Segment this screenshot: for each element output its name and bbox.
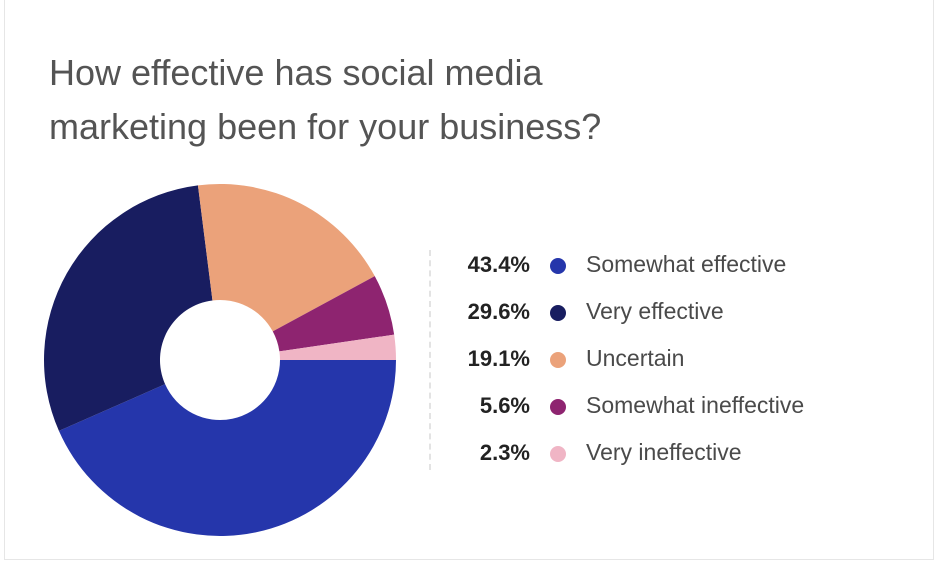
legend-percentage: 5.6%: [479, 393, 530, 418]
chart-title-line-1: How effective has social media: [49, 52, 543, 93]
legend-percentage: 2.3%: [479, 440, 530, 465]
legend-divider: [429, 250, 431, 470]
legend-label: Somewhat ineffective: [586, 392, 805, 418]
legend-swatch: [550, 258, 566, 274]
legend-swatch: [550, 352, 566, 368]
legend-percentage: 29.6%: [467, 299, 530, 324]
donut-chart: [44, 184, 397, 536]
chart-title: How effective has social media marketing…: [49, 46, 669, 154]
legend-swatch: [550, 305, 566, 321]
donut-slice-somewhat-effective: [58, 360, 397, 536]
legend-label: Very ineffective: [586, 439, 742, 465]
legend-item: 19.1% Uncertain: [444, 336, 924, 383]
donut-slice-uncertain: [197, 184, 375, 332]
legend-swatch: [550, 446, 566, 462]
legend-label: Somewhat effective: [586, 251, 787, 277]
chart-legend: 43.4% Somewhat effective 29.6% Very effecti…: [444, 242, 924, 477]
legend-item: 43.4% Somewhat effective: [444, 242, 924, 289]
legend-swatch: [550, 399, 566, 415]
legend-percentage: 43.4%: [467, 252, 530, 277]
legend-percentage: 19.1%: [467, 346, 530, 371]
chart-title-line-2: marketing been for your business?: [49, 106, 602, 147]
legend-label: Very effective: [586, 298, 724, 324]
donut-slice-very-effective: [44, 185, 213, 431]
donut-slice-very-ineffective: [279, 334, 396, 360]
legend-item: 2.3% Very ineffective: [444, 430, 924, 477]
legend-item: 5.6% Somewhat ineffective: [444, 383, 924, 430]
legend-label: Uncertain: [586, 345, 685, 371]
donut-slice-somewhat-ineffective: [272, 276, 395, 352]
legend-item: 29.6% Very effective: [444, 289, 924, 336]
